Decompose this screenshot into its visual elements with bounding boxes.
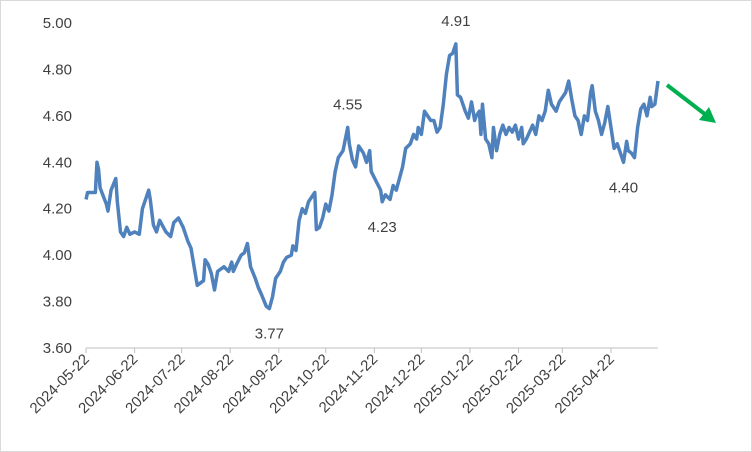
annotation: 4.55 bbox=[333, 96, 362, 113]
y-tick-label: 3.80 bbox=[43, 294, 72, 311]
y-tick-label: 5.00 bbox=[43, 15, 72, 32]
y-tick-label: 4.80 bbox=[43, 61, 72, 78]
y-tick-label: 4.20 bbox=[43, 201, 72, 218]
y-tick-label: 4.40 bbox=[43, 154, 72, 171]
arrow-shaft bbox=[665, 83, 708, 117]
y-tick-label: 4.60 bbox=[43, 108, 72, 125]
trend-arrow bbox=[665, 83, 716, 123]
annotation: 4.23 bbox=[368, 219, 397, 236]
annotation: 4.40 bbox=[609, 179, 638, 196]
annotation: 4.91 bbox=[441, 13, 470, 30]
arrow-head bbox=[699, 107, 716, 123]
y-tick-label: 3.60 bbox=[43, 340, 72, 357]
series-line bbox=[84, 42, 660, 311]
y-tick-label: 4.00 bbox=[43, 247, 72, 264]
annotation: 3.77 bbox=[255, 326, 284, 343]
